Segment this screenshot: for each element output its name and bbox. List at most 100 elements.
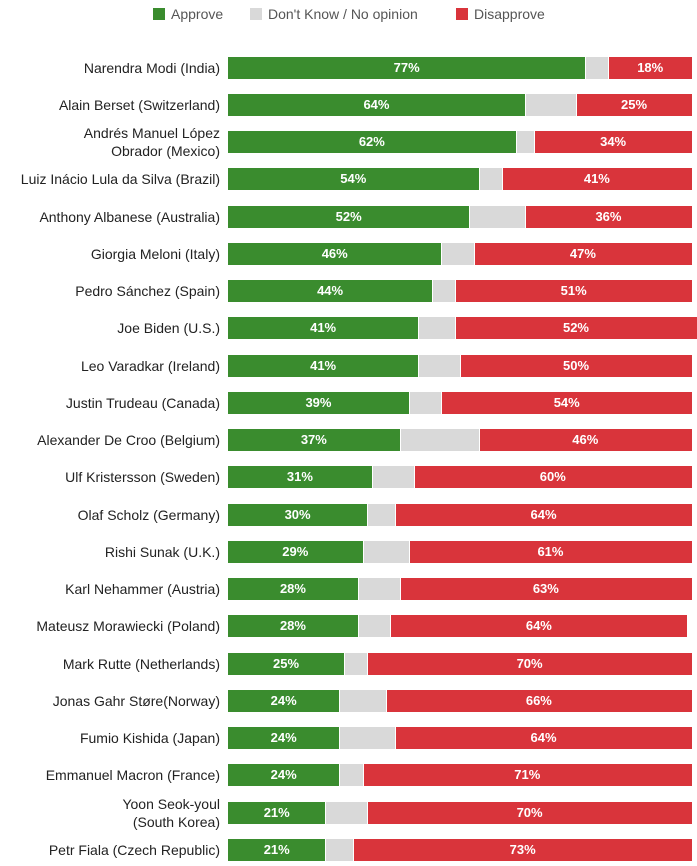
data-label-disapprove: 50%: [562, 357, 590, 373]
legend-swatch: [153, 8, 165, 20]
bar-segment-dont-know: [524, 93, 576, 116]
category-label: Joe Biden (U.S.): [117, 319, 220, 337]
bar-segment-approve: [228, 131, 516, 154]
data-label-disapprove: 71%: [514, 767, 541, 783]
category-label: Andrés Manuel López Obrador (Mexico): [84, 124, 220, 160]
data-label-approve: 52%: [335, 208, 362, 224]
data-label-approve: 28%: [279, 581, 306, 597]
bar-segment-approve: [228, 93, 525, 116]
data-label-disapprove: 73%: [509, 842, 536, 857]
category-label: Jonas Gahr Støre(Norway): [53, 692, 220, 710]
category-label-line: Ulf Kristersson (Sweden): [65, 469, 220, 486]
bar-segment-disapprove: [395, 503, 692, 526]
bar-segment-disapprove: [441, 391, 692, 414]
data-label-approve: 62%: [358, 134, 385, 150]
category-label-line: Mateusz Morawiecki (Poland): [36, 618, 220, 635]
bar-segment-approve: [228, 615, 358, 638]
bar-segment-dont-know: [478, 168, 502, 191]
category-label: Yoon Seok-youl (South Korea): [122, 795, 220, 831]
bar-segment-dont-know: [418, 317, 456, 340]
data-label-disapprove: 61%: [537, 543, 564, 559]
bar-segment-disapprove: [524, 205, 692, 228]
bar-segment-disapprove: [455, 280, 692, 303]
data-label-disapprove: 64%: [530, 506, 557, 522]
data-label-disapprove: 52%: [562, 320, 589, 336]
category-label-line: Andrés Manuel López: [83, 125, 220, 142]
bar-segment-approve: [228, 354, 419, 377]
category-label-line: Alain Berset (Switzerland): [58, 96, 220, 113]
data-label-disapprove: 25%: [620, 96, 648, 112]
category-label: Alain Berset (Switzerland): [59, 96, 220, 114]
bar-segment-approve: [228, 652, 344, 675]
bar-segment-dont-know: [357, 578, 400, 601]
legend-item-disapprove: Disapprove: [456, 4, 545, 24]
data-label-approve: 28%: [279, 618, 306, 634]
legend-swatch: [250, 8, 262, 20]
bar-segment-approve: [228, 540, 363, 563]
data-label-disapprove: 63%: [532, 581, 559, 597]
category-label: Justin Trudeau (Canada): [66, 394, 220, 412]
bar-segment-dont-know: [367, 503, 396, 526]
bar-segment-disapprove: [408, 540, 692, 563]
bar-segment-disapprove: [608, 56, 692, 79]
data-label-disapprove: 66%: [525, 692, 552, 708]
category-label-line: Emmanuel Macron (France): [45, 767, 220, 784]
category-label-line: Yoon Seok-youl: [122, 795, 220, 812]
data-label-disapprove: 18%: [637, 59, 664, 75]
data-label-disapprove: 34%: [600, 134, 627, 150]
category-label: Pedro Sánchez (Spain): [75, 282, 220, 300]
category-label-line: Pedro Sánchez (Spain): [75, 283, 220, 300]
data-label-approve: 37%: [300, 432, 327, 448]
bar-segment-approve: [228, 168, 479, 191]
category-label: Olaf Scholz (Germany): [78, 506, 220, 524]
bar-segment-dont-know: [432, 280, 456, 303]
data-label-approve: 44%: [317, 283, 344, 299]
bar-segment-disapprove: [501, 168, 692, 191]
category-label: Fumio Kishida (Japan): [80, 729, 220, 747]
category-label-line: Narendra Modi (India): [83, 59, 220, 76]
category-label-line: Joe Biden (U.S.): [117, 320, 220, 337]
data-label-approve: 54%: [340, 171, 367, 187]
category-label: Luiz Inácio Lula da Silva (Brazil): [21, 170, 220, 188]
data-label-approve: 77%: [393, 59, 420, 75]
bar-segment-approve: [228, 466, 372, 489]
data-label-disapprove: 36%: [595, 208, 622, 224]
category-label-line: Jonas Gahr Støre(Norway): [52, 692, 220, 709]
bar-segment-dont-know: [418, 354, 460, 377]
bar-segment-disapprove: [367, 801, 692, 824]
category-label: Ulf Kristersson (Sweden): [65, 468, 220, 486]
bar-segment-disapprove: [395, 727, 692, 750]
data-label-approve: 21%: [263, 842, 290, 857]
data-label-approve: 64%: [363, 96, 390, 112]
category-label-line: Fumio Kishida (Japan): [79, 730, 220, 747]
category-label-line: Karl Nehammer (Austria): [65, 581, 220, 598]
category-label: Emmanuel Macron (France): [46, 766, 220, 784]
legend-item-dont-know: Don't Know / No opinion: [250, 4, 418, 24]
bar-segment-approve: [228, 578, 358, 601]
bar-segment-disapprove: [385, 689, 692, 712]
bar-segment-approve: [228, 317, 419, 340]
bar-segment-disapprove: [460, 354, 692, 377]
legend-item-approve: Approve: [153, 4, 223, 24]
data-label-approve: 30%: [284, 506, 311, 522]
data-label-disapprove: 51%: [560, 283, 587, 299]
bar-segment-approve: [228, 727, 340, 750]
bar-segment-approve: [228, 429, 400, 452]
category-label-line: Olaf Scholz (Germany): [77, 506, 220, 523]
bar-segment-approve: [228, 839, 326, 861]
bar-segment-dont-know: [339, 689, 386, 712]
bar-segment-approve: [228, 764, 340, 787]
category-label-line: Rishi Sunak (U.K.): [104, 543, 220, 560]
bar-segment-dont-know: [469, 205, 525, 228]
category-label-line: Leo Varadkar (Ireland): [80, 357, 220, 374]
bar-segment-approve: [228, 242, 442, 265]
category-label-line: Justin Trudeau (Canada): [65, 394, 220, 411]
bar-segment-dont-know: [441, 242, 474, 265]
category-label: Alexander De Croo (Belgium): [37, 431, 220, 449]
data-label-approve: 39%: [305, 394, 332, 410]
category-label: Leo Varadkar (Ireland): [81, 357, 220, 375]
category-label: Rishi Sunak (U.K.): [105, 543, 220, 561]
category-label-line: Obrador (Mexico): [111, 143, 220, 160]
bar-segment-dont-know: [325, 801, 368, 824]
bar-segment-disapprove: [455, 317, 697, 340]
